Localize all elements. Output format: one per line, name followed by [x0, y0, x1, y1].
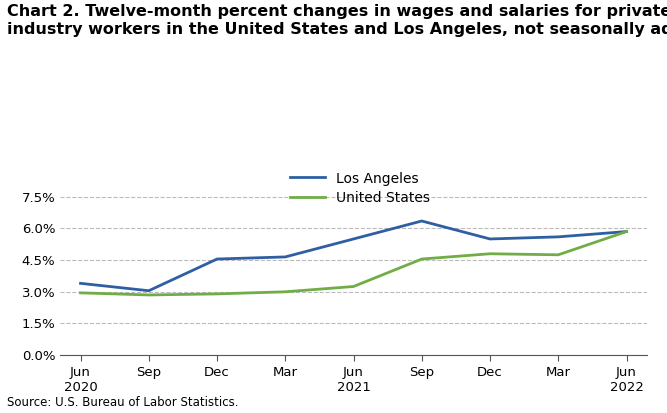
Los Angeles: [281, 254, 289, 259]
United States: [622, 229, 630, 234]
United States: [145, 292, 153, 297]
Los Angeles: [213, 256, 221, 261]
United States: [281, 290, 289, 294]
Los Angeles: [486, 237, 494, 242]
Text: Source: U.S. Bureau of Labor Statistics.: Source: U.S. Bureau of Labor Statistics.: [7, 396, 238, 409]
Los Angeles: [350, 237, 358, 242]
United States: [554, 252, 562, 257]
Text: Chart 2. Twelve-month percent changes in wages and salaries for private
industry: Chart 2. Twelve-month percent changes in…: [7, 4, 667, 36]
Line: Los Angeles: Los Angeles: [81, 221, 626, 291]
Los Angeles: [622, 229, 630, 234]
Los Angeles: [77, 281, 85, 286]
Los Angeles: [554, 234, 562, 239]
Line: United States: United States: [81, 232, 626, 295]
Los Angeles: [145, 288, 153, 293]
United States: [350, 284, 358, 289]
United States: [213, 292, 221, 297]
United States: [418, 256, 426, 261]
United States: [77, 290, 85, 295]
Los Angeles: [418, 218, 426, 223]
United States: [486, 251, 494, 256]
Legend: Los Angeles, United States: Los Angeles, United States: [285, 166, 436, 211]
